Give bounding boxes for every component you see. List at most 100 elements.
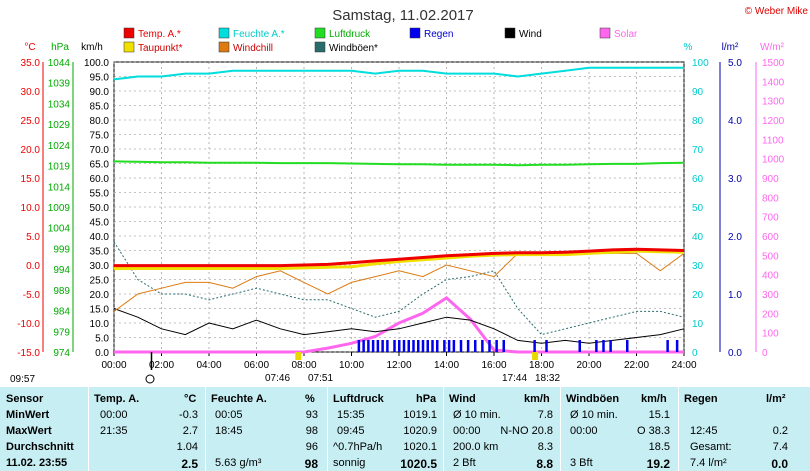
col-head-wind: Wind <box>449 393 476 405</box>
solar-tick: 1300 <box>762 97 785 108</box>
regen-total-value: 7.4 <box>772 441 788 453</box>
legend-swatch <box>314 41 326 53</box>
rain-mark <box>466 340 470 352</box>
copyright-label: © Weber Mike <box>745 6 809 17</box>
luftdruck-min-value: 1019.1 <box>403 409 437 421</box>
wind-avg-label: Ø 10 min. <box>453 409 501 421</box>
rain-mark <box>533 340 536 352</box>
feuchte-max-time: 18:45 <box>215 425 243 437</box>
pressure-tick: 1009 <box>48 203 71 214</box>
solar-tick: 1100 <box>762 135 784 146</box>
rain-mark <box>381 340 384 352</box>
chart-grid <box>113 61 685 353</box>
row-head-current: 11.02. 23:55 <box>6 457 68 469</box>
legend-swatch <box>123 27 135 39</box>
temp-max-time: 21:35 <box>100 425 128 437</box>
sunset-time: 17:44 <box>502 373 527 384</box>
wind-tick: 35.0 <box>90 247 110 258</box>
sunrise2-time: 07:51 <box>308 373 333 384</box>
humidity-tick: 60 <box>692 174 704 185</box>
rain-mark <box>675 340 679 352</box>
temp-min-value: -0.3 <box>179 409 198 421</box>
temp-tick: 10.0 <box>21 203 41 214</box>
pressure-tick: 984 <box>53 307 70 318</box>
wind-axis-unit: km/h <box>81 42 103 53</box>
pressure-tick: 989 <box>53 286 70 297</box>
time-tick: 08:00 <box>291 360 316 371</box>
col-unit-wind: km/h <box>524 393 550 405</box>
luftdruck-forecast: sonnig <box>333 457 366 469</box>
luftdruck-max-value: 1020.9 <box>403 425 437 437</box>
series-taupunkt-line <box>114 249 685 270</box>
regen-max-value: 0.2 <box>772 425 788 437</box>
sunset2-time: 18:32 <box>535 373 560 384</box>
regen-total-label: Gesamt: <box>690 441 732 453</box>
solar-tick: 700 <box>762 213 779 224</box>
humidity-axis-unit: % <box>684 42 693 53</box>
windboen-bft: 3 Bft <box>570 457 593 469</box>
col-unit-luftdruck: hPa <box>416 393 437 405</box>
col-head-temp: Temp. A. <box>94 393 140 405</box>
wind-distance: 200.0 km <box>453 441 499 453</box>
rain-mark <box>367 340 370 352</box>
wind-tick: 85.0 <box>90 102 110 113</box>
luftdruck-avg-value: 1020.1 <box>403 441 437 453</box>
wind-tick: 80.0 <box>90 116 110 127</box>
wind-tick: 15.0 <box>90 305 110 316</box>
temp-tick: 15.0 <box>21 174 41 185</box>
wind-max-value: N-NO 20.8 <box>500 425 553 437</box>
rain-mark <box>578 340 581 352</box>
weather-chart: Samstag, 11.02.2017 © Weber Mike Temp. A… <box>10 6 809 385</box>
pressure-tick: 1034 <box>48 99 71 110</box>
time-tick: 18:00 <box>529 360 554 371</box>
solar-tick: 600 <box>762 232 779 243</box>
solar-tick: 100 <box>762 329 779 340</box>
luftdruck-max-time: 09:45 <box>337 425 365 437</box>
rain-mark <box>545 340 548 352</box>
col-head-windboen: Windböen <box>566 393 620 405</box>
luftdruck-trend: ^0.7hPa/h <box>333 441 383 453</box>
rain-mark <box>481 340 484 352</box>
time-tick: 16:00 <box>481 360 506 371</box>
row-head-min: MinWert <box>6 409 50 421</box>
regen-max-time: 12:45 <box>690 425 718 437</box>
humidity-tick: 50 <box>692 203 704 214</box>
rain-mark <box>602 340 605 352</box>
temp-tick: 0.0 <box>26 261 40 272</box>
row-head-max: MaxWert <box>6 425 52 437</box>
pressure-tick: 974 <box>53 348 70 359</box>
rain-mark <box>447 340 451 352</box>
wind-tick: 20.0 <box>90 290 110 301</box>
pressure-tick: 979 <box>53 327 70 338</box>
rain-mark <box>488 340 491 352</box>
rain-mark <box>426 340 429 352</box>
rain-tick: 4.0 <box>728 116 742 127</box>
windboen-avg-value: 18.5 <box>648 441 670 453</box>
wind-tick: 60.0 <box>90 174 110 185</box>
wind-tick: 10.0 <box>90 319 110 330</box>
col-head-luftdruck: Luftdruck <box>333 393 384 405</box>
feuchte-min-value: 93 <box>305 409 318 421</box>
rain-mark <box>421 340 425 352</box>
humidity-tick: 10 <box>692 319 704 330</box>
chart-title: Samstag, 11.02.2017 <box>332 7 474 24</box>
wind-tick: 75.0 <box>90 131 110 142</box>
rain-tick: 0.0 <box>728 348 742 359</box>
temp-current-value: 2.5 <box>181 457 198 471</box>
temp-min-time: 00:00 <box>100 409 128 421</box>
row-head-avg: Durchschnitt <box>6 441 74 453</box>
wind-bft: 2 Bft <box>453 457 476 469</box>
temp-max-value: 2.7 <box>182 425 198 437</box>
col-unit-temp: °C <box>184 393 197 405</box>
time-tick: 06:00 <box>244 360 269 371</box>
chart-series <box>113 66 685 354</box>
windboen-current-value: 19.2 <box>646 457 670 471</box>
rain-mark <box>443 340 446 352</box>
feuchte-current-extra: 5.63 g/m³ <box>215 457 262 469</box>
solar-tick: 900 <box>762 174 779 185</box>
pressure-tick: 1044 <box>48 58 71 69</box>
rain-mark <box>407 340 410 352</box>
wind-tick: 90.0 <box>90 87 110 98</box>
legend-swatch <box>599 27 611 39</box>
temp-tick: 30.0 <box>21 87 41 98</box>
